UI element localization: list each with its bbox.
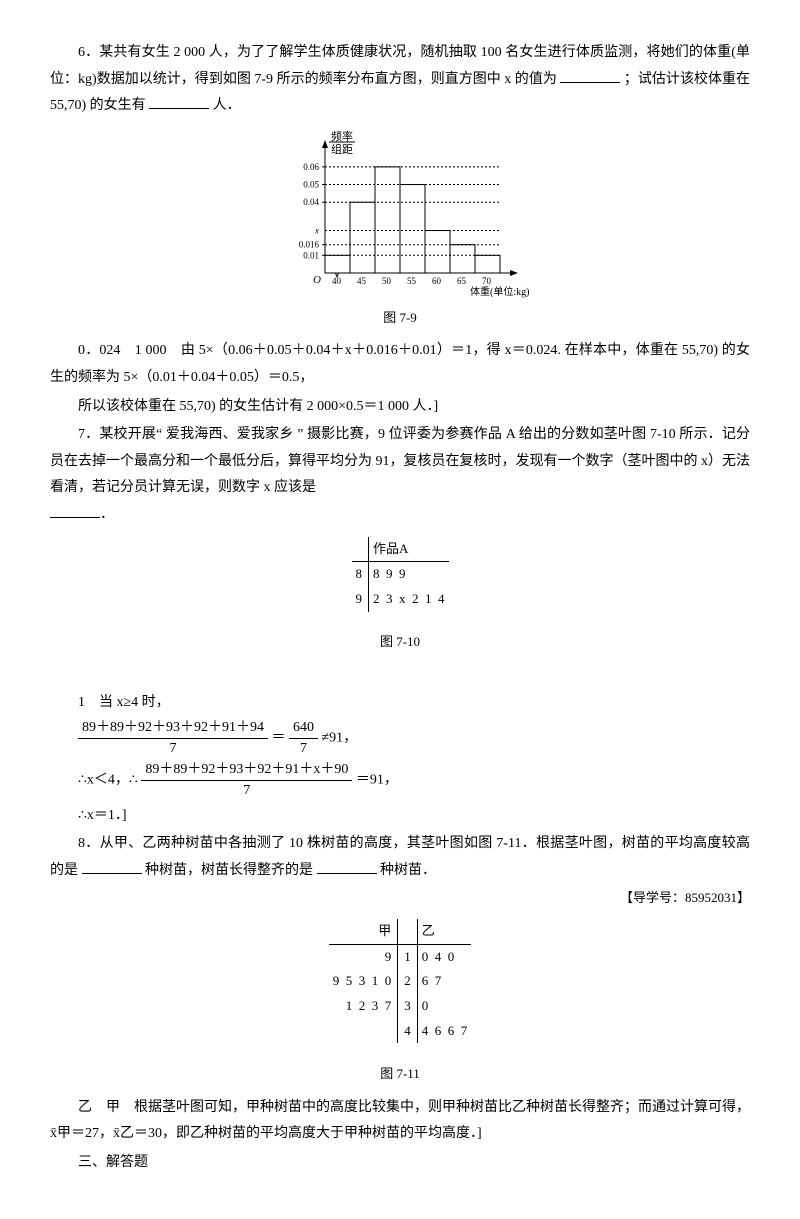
q7-frac1-eq: ＝ <box>272 730 286 745</box>
svg-text:60: 60 <box>432 276 442 286</box>
q7-blank <box>50 503 100 518</box>
q7-frac1-den: 7 <box>78 739 268 759</box>
q7-sol-lead: 1 当 x≥4 时， <box>50 690 750 717</box>
q7-frac1b-num: 640 <box>289 718 318 739</box>
svg-text:70: 70 <box>482 276 492 286</box>
q8-blank2 <box>317 859 377 874</box>
q6-text: 6．某共有女生 2 000 人，为了了解学生体质健康状况，随机抽取 100 名女… <box>50 40 750 120</box>
svg-text:40: 40 <box>332 276 342 286</box>
svg-text:45: 45 <box>357 276 367 286</box>
q7-frac2-den: 7 <box>141 781 352 801</box>
q8-blank1 <box>82 859 142 874</box>
q7-xlt4: ∴x＜4，∴ <box>78 773 138 788</box>
section-3-heading: 三、解答题 <box>50 1150 750 1177</box>
svg-text:O: O <box>313 274 321 286</box>
q6-blank2 <box>149 94 209 109</box>
q7-frac1-tail: ≠91， <box>322 730 358 745</box>
svg-text:频率: 频率 <box>331 129 353 143</box>
q8-answer: 乙 甲 根据茎叶图可知，甲种树苗中的高度比较集中，则甲种树苗比乙种树苗长得整齐；… <box>50 1095 750 1148</box>
fig-7-10: 作品A88 9 992 3 x 2 1 4 <box>50 537 750 623</box>
q7-text: 7．某校开展“ 爱我海西、爱我家乡 ” 摄影比赛，9 位评委为参赛作品 A 给出… <box>50 422 750 528</box>
q7-frac2-tail: ＝91， <box>356 773 398 788</box>
fig-7-11-caption: 图 7-11 <box>50 1062 750 1087</box>
q7-frac2-num: 89＋89＋92＋93＋92＋91＋x＋90 <box>141 760 352 781</box>
svg-text:0.04: 0.04 <box>303 197 319 207</box>
fig-7-10-caption: 图 7-10 <box>50 630 750 655</box>
histogram-svg: 频率组距体重(单位:kg) O 0.010.016 0.04 0.05 0.06 x 40 45… <box>270 128 530 298</box>
q8-refnum: 【导学号：85952031】 <box>50 886 750 911</box>
q6-blank1 <box>560 68 620 83</box>
stemleaf-7-10: 作品A88 9 992 3 x 2 1 4 <box>352 537 449 612</box>
q8-text-part3: 种树苗． <box>380 863 436 878</box>
fig-7-9-caption: 图 7-9 <box>50 306 750 331</box>
q8-text-part2: 种树苗，树苗长得整齐的是 <box>145 863 313 878</box>
svg-text:x: x <box>314 225 319 235</box>
svg-text:0.01: 0.01 <box>303 250 319 260</box>
q7-frac2-line: ∴x＜4，∴ 89＋89＋92＋93＋92＋91＋x＋907 ＝91， <box>78 760 750 800</box>
svg-text:65: 65 <box>457 276 467 286</box>
q7-text-body: 7．某校开展“ 爱我海西、爱我家乡 ” 摄影比赛，9 位评委为参赛作品 A 给出… <box>50 427 750 495</box>
q7-frac1: 89＋89＋92＋93＋92＋91＋947 ＝ 6407 ≠91， <box>78 718 750 758</box>
svg-text:0.05: 0.05 <box>303 179 319 189</box>
svg-text:组距: 组距 <box>331 142 353 156</box>
svg-text:55: 55 <box>407 276 417 286</box>
q8-text: 8．从甲、乙两种树苗中各抽测了 10 株树苗的高度，其茎叶图如图 7-11．根据… <box>50 831 750 884</box>
fig-7-11: 甲乙910 4 09 5 3 1 026 71 2 3 73044 6 6 7 <box>50 919 750 1054</box>
q7-final: ∴x＝1．] <box>50 803 750 830</box>
q7-frac1b-den: 7 <box>289 739 318 759</box>
svg-text:体重(单位:kg): 体重(单位:kg) <box>470 285 529 298</box>
q7-frac1-num: 89＋89＋92＋93＋92＋91＋94 <box>78 718 268 739</box>
svg-text:0.016: 0.016 <box>299 239 320 249</box>
fig-7-9: 频率组距体重(单位:kg) O 0.010.016 0.04 0.05 0.06 x 40 45… <box>50 128 750 298</box>
stemleaf-7-11: 甲乙910 4 09 5 3 1 026 71 2 3 73044 6 6 7 <box>329 919 472 1043</box>
q6-answer-line1: 0．024 1 000 由 5×（0.06＋0.05＋0.04＋x＋0.016＋… <box>50 338 750 391</box>
q6-text-part3: 人． <box>213 98 241 113</box>
q6-answer-line2: 所以该校体重在 55,70) 的女生估计有 2 000×0.5＝1 000 人．… <box>50 394 750 421</box>
svg-text:0.06: 0.06 <box>303 162 319 172</box>
svg-text:50: 50 <box>382 276 392 286</box>
